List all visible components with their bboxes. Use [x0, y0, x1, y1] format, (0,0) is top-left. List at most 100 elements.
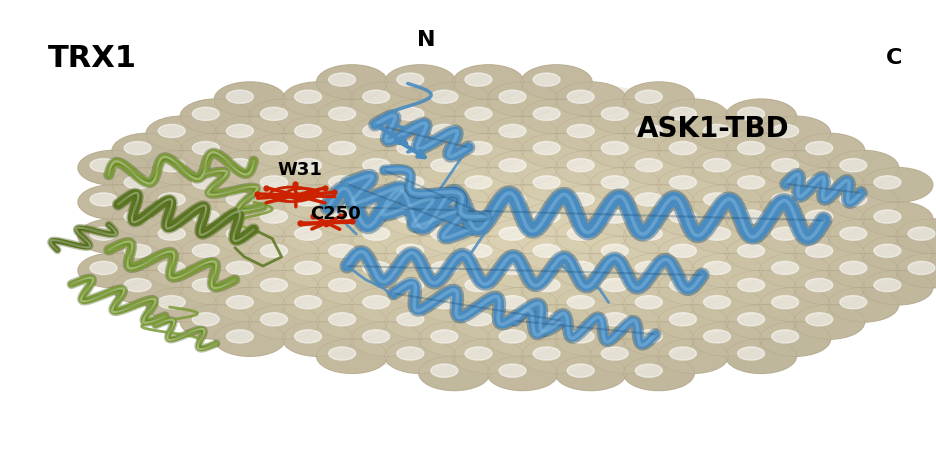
Circle shape: [622, 82, 694, 117]
Circle shape: [601, 279, 627, 291]
Circle shape: [724, 133, 796, 168]
Circle shape: [396, 313, 423, 326]
Circle shape: [861, 202, 932, 236]
Circle shape: [464, 244, 491, 257]
Circle shape: [192, 244, 219, 257]
Circle shape: [839, 296, 866, 309]
Circle shape: [158, 124, 185, 138]
Circle shape: [350, 82, 421, 117]
Ellipse shape: [116, 78, 903, 377]
Circle shape: [329, 244, 356, 257]
Circle shape: [350, 185, 421, 219]
Circle shape: [724, 304, 796, 339]
Circle shape: [635, 227, 662, 240]
Circle shape: [487, 219, 557, 253]
Circle shape: [759, 287, 829, 322]
Circle shape: [418, 287, 490, 322]
Circle shape: [826, 151, 898, 185]
Circle shape: [385, 168, 455, 202]
Circle shape: [146, 185, 217, 219]
Circle shape: [737, 176, 764, 189]
Circle shape: [396, 279, 423, 291]
Circle shape: [362, 261, 389, 274]
Circle shape: [793, 236, 864, 271]
Circle shape: [418, 322, 490, 356]
Circle shape: [362, 159, 389, 172]
Circle shape: [487, 82, 557, 117]
Circle shape: [771, 261, 797, 274]
Circle shape: [329, 73, 356, 86]
Circle shape: [452, 202, 523, 236]
Circle shape: [329, 313, 356, 326]
Circle shape: [214, 82, 285, 117]
Circle shape: [554, 116, 625, 151]
Circle shape: [566, 193, 593, 206]
Circle shape: [499, 364, 525, 377]
Circle shape: [601, 313, 627, 326]
Circle shape: [329, 141, 356, 155]
Circle shape: [668, 313, 695, 326]
Circle shape: [180, 168, 251, 202]
Circle shape: [487, 185, 557, 219]
Circle shape: [329, 210, 356, 223]
Circle shape: [566, 296, 593, 309]
Circle shape: [452, 270, 523, 305]
Circle shape: [668, 244, 695, 257]
Circle shape: [635, 261, 662, 274]
Circle shape: [520, 99, 592, 134]
Circle shape: [826, 287, 898, 322]
Circle shape: [622, 185, 694, 219]
Circle shape: [214, 185, 285, 219]
Circle shape: [668, 347, 695, 360]
Text: C250: C250: [310, 205, 360, 223]
Circle shape: [724, 168, 796, 202]
Circle shape: [635, 193, 662, 206]
Circle shape: [282, 116, 353, 151]
Circle shape: [601, 176, 627, 189]
Text: C: C: [885, 48, 900, 68]
Circle shape: [805, 313, 832, 326]
Circle shape: [192, 107, 219, 120]
Circle shape: [418, 253, 490, 288]
Circle shape: [737, 279, 764, 291]
Circle shape: [601, 347, 627, 360]
Circle shape: [112, 270, 183, 305]
Circle shape: [316, 236, 388, 271]
Circle shape: [622, 322, 694, 356]
Circle shape: [214, 219, 285, 253]
Circle shape: [601, 107, 627, 120]
Circle shape: [362, 227, 389, 240]
Circle shape: [158, 296, 185, 309]
Circle shape: [90, 261, 117, 274]
Circle shape: [566, 261, 593, 274]
Circle shape: [793, 304, 864, 339]
Circle shape: [907, 227, 934, 240]
Ellipse shape: [124, 85, 896, 370]
Circle shape: [737, 141, 764, 155]
Circle shape: [90, 159, 117, 172]
Circle shape: [431, 330, 458, 343]
Circle shape: [691, 116, 762, 151]
Circle shape: [703, 227, 730, 240]
Circle shape: [294, 261, 321, 274]
Circle shape: [418, 219, 490, 253]
Circle shape: [294, 159, 321, 172]
Circle shape: [452, 99, 523, 134]
Circle shape: [589, 236, 660, 271]
Circle shape: [431, 159, 458, 172]
Circle shape: [724, 99, 796, 134]
Circle shape: [668, 210, 695, 223]
Circle shape: [533, 73, 560, 86]
Circle shape: [146, 253, 217, 288]
Circle shape: [657, 339, 727, 374]
Circle shape: [533, 210, 560, 223]
Circle shape: [294, 296, 321, 309]
Circle shape: [282, 219, 353, 253]
Circle shape: [248, 99, 319, 134]
Circle shape: [396, 141, 423, 155]
Circle shape: [566, 90, 593, 103]
Circle shape: [282, 82, 353, 117]
Circle shape: [771, 193, 797, 206]
Circle shape: [124, 141, 151, 155]
Circle shape: [907, 261, 934, 274]
